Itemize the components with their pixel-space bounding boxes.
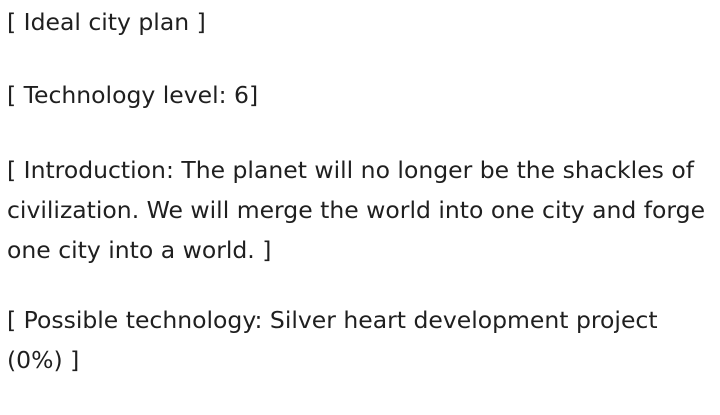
possible-technology: [ Possible technology: Silver heart deve… bbox=[7, 306, 658, 374]
introduction-text: [ Introduction: The planet will no longe… bbox=[7, 156, 706, 264]
plan-title: [ Ideal city plan ] bbox=[7, 8, 206, 36]
technology-level: [ Technology level: 6] bbox=[7, 81, 259, 109]
